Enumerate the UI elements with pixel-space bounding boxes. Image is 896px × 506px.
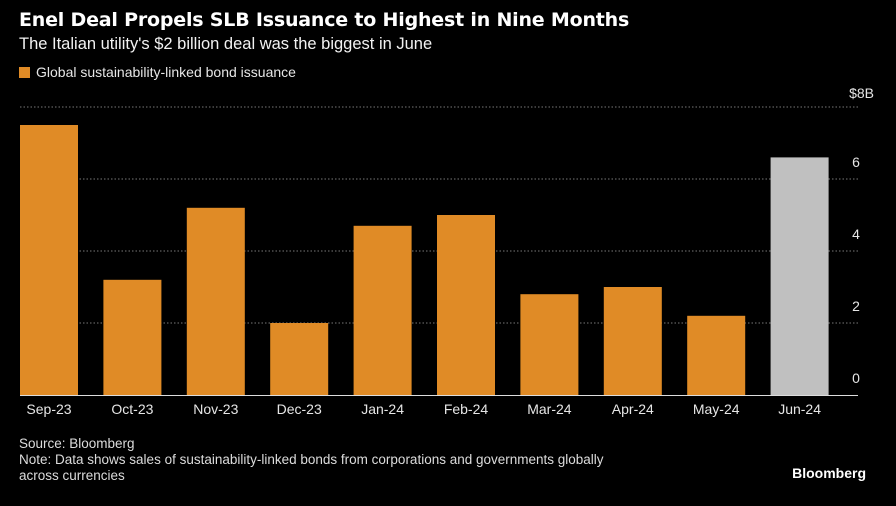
bar-may-24 — [687, 315, 746, 395]
bar-oct-23 — [103, 279, 162, 395]
bar-sep-23 — [20, 125, 78, 395]
x-tick-label: Mar-24 — [527, 401, 572, 417]
x-tick-label: Apr-24 — [612, 401, 654, 417]
bar-jun-24 — [770, 157, 829, 395]
legend-swatch — [19, 66, 30, 78]
x-tick-label: Jan-24 — [361, 401, 404, 417]
legend: Global sustainability-linked bond issuan… — [19, 64, 296, 80]
y-tick-label: 2 — [852, 298, 860, 314]
bloomberg-logo: Bloomberg — [792, 465, 866, 481]
note-line-1: Note: Data shows sales of sustainability… — [19, 452, 604, 467]
note-line-2: across currencies — [19, 468, 125, 483]
bar-nov-23 — [186, 207, 245, 395]
x-tick-label: Oct-23 — [111, 401, 153, 417]
chart-subtitle: The Italian utility's $2 billion deal wa… — [19, 35, 433, 53]
bar-apr-24 — [603, 287, 662, 395]
bar-feb-24 — [437, 215, 495, 395]
y-tick-label: 6 — [852, 154, 860, 170]
y-tick-label: $8B — [849, 85, 874, 101]
y-tick-label: 4 — [852, 226, 860, 242]
x-tick-label: Dec-23 — [277, 401, 322, 417]
x-tick-label: Nov-23 — [193, 401, 238, 417]
source-text: Source: Bloomberg — [19, 436, 135, 451]
x-tick-label: May-24 — [693, 401, 740, 417]
y-tick-label: 0 — [852, 370, 860, 386]
bar-chart: 0 2 4 6 $8B Sep-23 Oct-23 Nov-23 Dec-23 Jan-24 Feb… — [20, 85, 874, 417]
bar-jan-24 — [353, 225, 412, 395]
x-tick-label: Jun-24 — [778, 401, 821, 417]
bar-mar-24 — [520, 294, 579, 395]
x-tick-label: Sep-23 — [26, 401, 71, 417]
x-tick-label: Feb-24 — [444, 401, 489, 417]
chart-title: Enel Deal Propels SLB Issuance to Highes… — [19, 9, 630, 31]
bar-dec-23 — [270, 323, 329, 395]
legend-label: Global sustainability-linked bond issuan… — [36, 64, 296, 80]
